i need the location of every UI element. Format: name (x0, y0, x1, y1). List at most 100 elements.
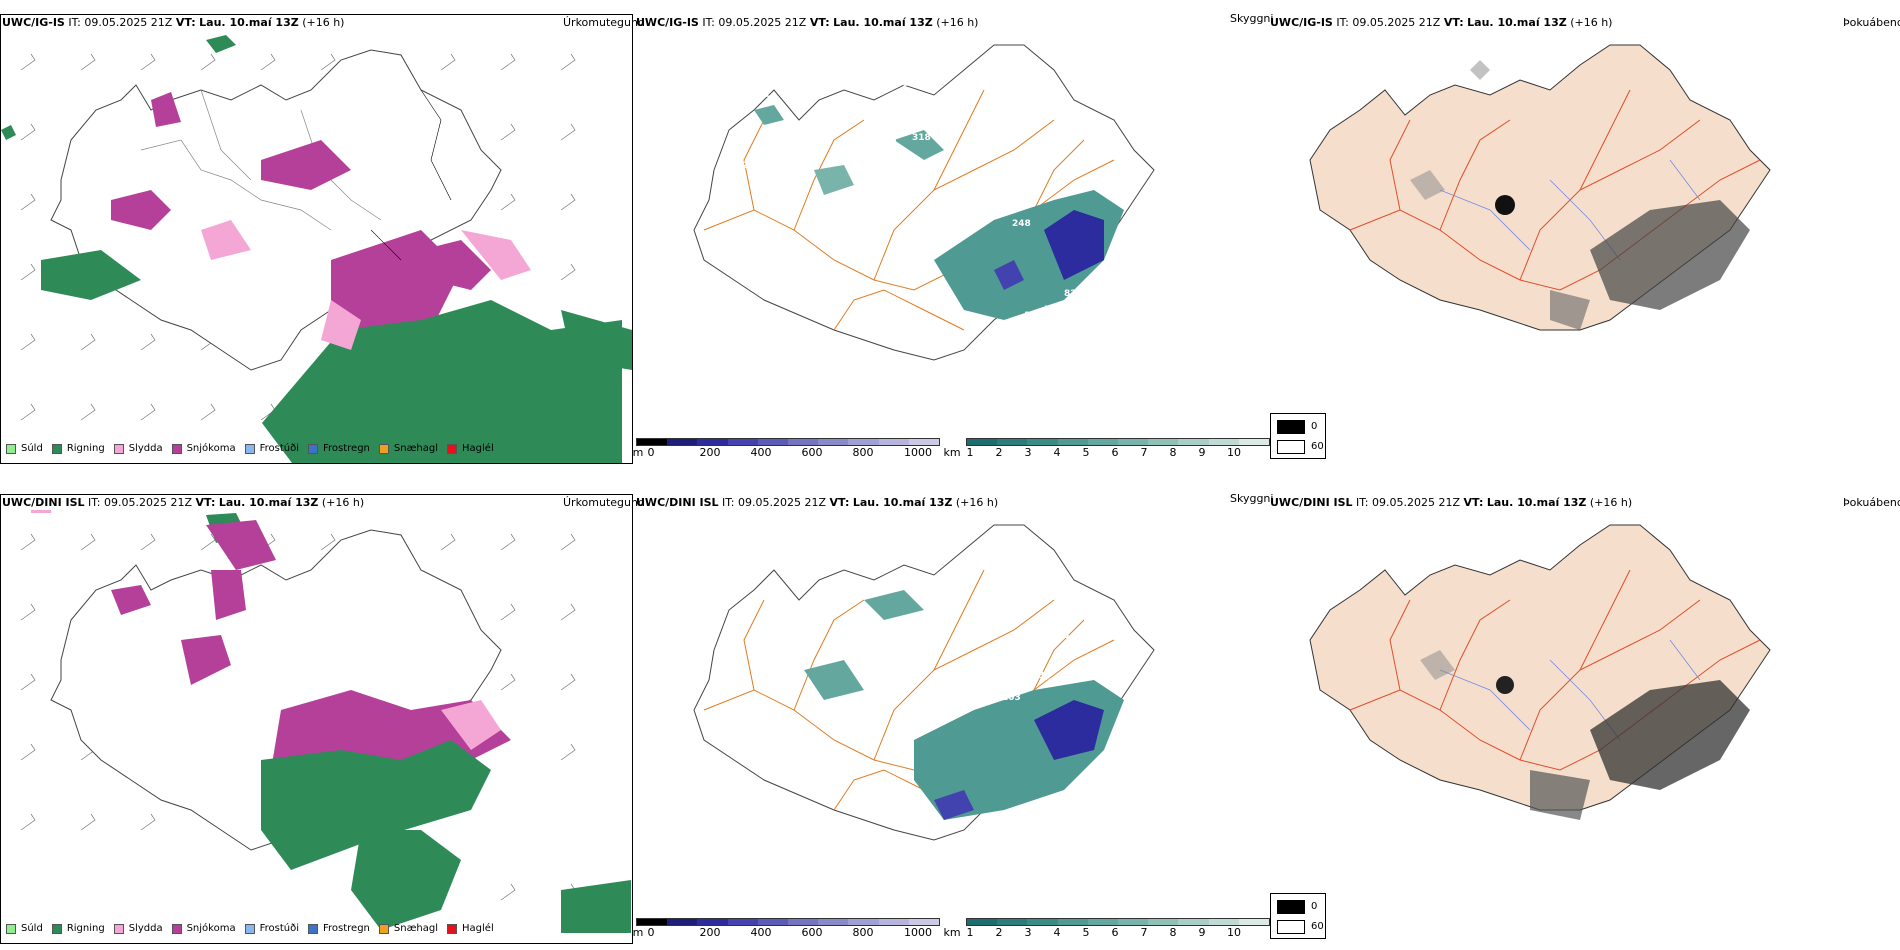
colorbar-m-bottom (636, 918, 940, 926)
tick: 5 (1082, 446, 1090, 459)
tick: 2 (995, 446, 1003, 459)
vis-value-label: 95 (1086, 653, 1099, 663)
title-visibility-bottom: Skyggni (1230, 492, 1274, 505)
header-bottom-precip: UWC/DINI ISL IT: 09.05.2025 21Z VT: Lau.… (2, 496, 365, 509)
tick: 10 (1227, 446, 1241, 459)
road-network (703, 89, 1115, 331)
legend-item: Snjókoma (171, 923, 236, 934)
vis-value-label: 00 (889, 511, 902, 521)
tick: 400 (750, 446, 772, 459)
tick: 6 (1111, 926, 1119, 939)
title-precip-type-bottom: Úrkomutegund (563, 496, 645, 509)
vis-value-label: 89 (1036, 311, 1049, 321)
tick: 400 (750, 926, 772, 939)
tick: 4 (1053, 926, 1061, 939)
map-frame-precip-top (0, 14, 633, 464)
tick: 600 (801, 446, 823, 459)
tick: 800 (852, 926, 874, 939)
vis-value-label: 78 (1110, 271, 1123, 281)
tick: 3 (1024, 446, 1032, 459)
tick: 1 (966, 926, 974, 939)
tick: 7 (1140, 446, 1148, 459)
tick: 200 (699, 446, 721, 459)
tick: 8 (1169, 926, 1177, 939)
vis-value-label: 00 (896, 79, 909, 89)
legend-item: Frostregn (308, 443, 370, 454)
vis-value-label: 181 (980, 678, 999, 688)
vis-value-label: 89 (1038, 671, 1051, 681)
vis-value-label: 6 (830, 145, 836, 155)
tick: 800 (852, 446, 874, 459)
tick: 6 (1111, 446, 1119, 459)
vis-value-label: 59 (952, 588, 965, 598)
fog-legend-bottom: 0 60 (1270, 893, 1326, 939)
legend-item: Frostúði (244, 443, 299, 454)
legend-item: Slydda (113, 923, 163, 934)
unit-km: km (943, 446, 961, 459)
fog-legend-top: 0 60 (1270, 413, 1326, 459)
vis-value-label: 55 (1044, 305, 1057, 315)
tick: 1 (966, 446, 974, 459)
vis-value-label: 203 (1002, 693, 1021, 703)
vis-value-label: 107 (787, 189, 806, 199)
tick: 9 (1198, 926, 1206, 939)
precip-legend-bottom: Súld Rigning Slydda Snjókoma Frostúði Fr… (6, 923, 503, 934)
vis-value-label: 2 (1048, 678, 1054, 688)
vis-value-label: 9 (754, 228, 760, 238)
tick: 4 (1053, 446, 1061, 459)
vis-value-label: 977 (752, 95, 771, 105)
vis-value-label: 19 (1024, 311, 1037, 321)
title-fog-top: Þokuábendi (1843, 16, 1900, 29)
fog-map-bottom (1309, 524, 1771, 820)
tick: 0 (647, 446, 655, 459)
tick: 10 (1227, 926, 1241, 939)
legend-item: Rigning (51, 443, 105, 454)
vis-value-label: 72 (1104, 291, 1117, 301)
colorbar-km-top (966, 438, 1270, 446)
vis-value-label: 2 (814, 526, 820, 536)
fog-map-top (1309, 44, 1771, 331)
title-visibility-top: Skyggni (1230, 12, 1274, 25)
precip-map-top (1, 35, 632, 463)
header-top-precip: UWC/IG-IS IT: 09.05.2025 21Z VT: Lau. 10… (2, 16, 345, 29)
vis-value-label: 2 (929, 340, 935, 350)
colorbar-m-top (636, 438, 940, 446)
header-bottom-fog: UWC/DINI ISL IT: 09.05.2025 21Z VT: Lau.… (1270, 496, 1633, 509)
unit-m: m (632, 446, 644, 459)
tick: 0 (647, 926, 655, 939)
unit-km: km (943, 926, 961, 939)
vis-value-label: 85 (1058, 311, 1071, 321)
legend-item: Frostúði (244, 923, 299, 934)
vis-value-label: 321 (1052, 631, 1071, 641)
colorbar-ticks-bottom: m 0 200 400 600 800 1000 km 1 2 3 4 5 6 … (633, 926, 1274, 940)
vis-value-label: 17 (988, 695, 1001, 705)
tick: 200 (699, 926, 721, 939)
tick: 2 (995, 926, 1003, 939)
vis-value-label: 6 (1108, 643, 1114, 653)
tick: 600 (801, 926, 823, 939)
precip-map-bottom (20, 510, 631, 933)
legend-item: Súld (6, 443, 43, 454)
vis-value-label: 82 (1064, 289, 1077, 299)
legend-item: Rigning (51, 923, 105, 934)
vis-value-label: 310 (964, 699, 983, 709)
legend-item: Haglél (447, 923, 494, 934)
vis-value-label: 59 (1140, 223, 1153, 233)
vis-value-label: 2 (742, 161, 748, 171)
header-bottom-visibility: UWC/DINI ISL IT: 09.05.2025 21Z VT: Lau.… (636, 496, 999, 509)
legend-item: Snæhagl (378, 443, 438, 454)
header-top-fog: UWC/IG-IS IT: 09.05.2025 21Z VT: Lau. 10… (1270, 16, 1613, 29)
vis-value-label: 195 (1085, 661, 1104, 671)
vis-value-label: 252 (1160, 593, 1179, 603)
vis-value-label: 185 (938, 208, 957, 218)
title-precip-type-top: Úrkomutegund (563, 16, 645, 29)
title-fog-bottom: Þokuábendi (1843, 496, 1900, 509)
tick: 3 (1024, 926, 1032, 939)
map-frame-precip-bottom (0, 494, 633, 944)
tick: 1000 (904, 926, 932, 939)
tick: 1000 (904, 446, 932, 459)
